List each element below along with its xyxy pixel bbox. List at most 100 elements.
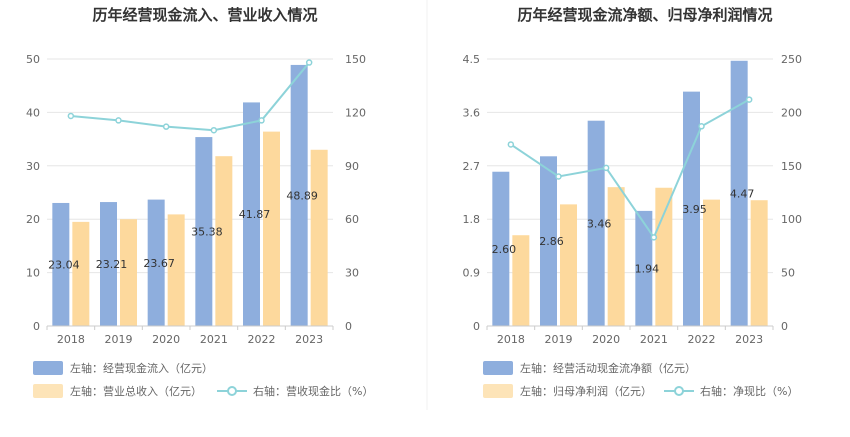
y-right-tick-label: 150 xyxy=(345,53,366,66)
y-left-tick-label: 30 xyxy=(26,160,40,173)
grid-lines xyxy=(47,58,333,274)
x-tick-label: 2018 xyxy=(57,333,85,346)
bar-primary xyxy=(683,91,700,326)
bar-value-label: 23.67 xyxy=(143,257,175,270)
ratio-point xyxy=(745,96,753,103)
bar-secondary xyxy=(167,214,185,326)
ratio-point xyxy=(602,164,610,172)
x-axis: 2018 2019 2020 2021 2022 2023 xyxy=(486,325,774,346)
bar-primary xyxy=(147,199,165,326)
bar-value-label: 35.38 xyxy=(191,226,223,239)
bar-secondary xyxy=(560,204,577,326)
y-left-tick-label: 50 xyxy=(26,53,40,66)
bar-value-label: 41.87 xyxy=(239,208,271,221)
y-axis-right: 0 50 100 150 200 250 xyxy=(781,53,802,333)
bar-secondary xyxy=(215,156,233,326)
legend-marker-ratio xyxy=(674,386,684,396)
x-tick-label: 2023 xyxy=(735,333,763,346)
y-left-tick-label: 1.8 xyxy=(463,213,481,226)
ratio-point xyxy=(258,117,265,124)
y-axis-right: 0 30 60 90 120 150 xyxy=(345,53,366,333)
chart-title: 历年经营现金流净额、归母净利润情况 xyxy=(517,6,772,24)
x-tick-label: 2020 xyxy=(592,333,620,346)
y-left-tick-label: 2.7 xyxy=(463,160,481,173)
bar-value-label: 23.21 xyxy=(96,258,128,271)
bar-secondary xyxy=(750,200,768,326)
bar-value-label: 4.47 xyxy=(730,187,755,200)
y-left-tick-label: 40 xyxy=(26,106,40,119)
legend-label-ratio: 右轴：净现比（%） xyxy=(700,384,798,398)
y-left-tick-label: 10 xyxy=(26,267,40,280)
x-axis: 2018 2019 2020 2021 2022 2023 xyxy=(46,325,334,346)
y-right-tick-label: 0 xyxy=(345,320,352,333)
y-axis-left: 0 0.9 1.8 2.7 3.6 4.5 xyxy=(463,53,481,333)
y-left-tick-label: 0 xyxy=(33,320,40,333)
y-right-tick-label: 50 xyxy=(781,267,795,280)
y-left-tick-label: 0.9 xyxy=(463,267,481,280)
legend-label-cash-inflow: 左轴：经营现金流入（亿元） xyxy=(70,361,213,375)
y-right-tick-label: 30 xyxy=(345,267,359,280)
ratio-point xyxy=(162,123,170,130)
bar-primary xyxy=(492,171,510,326)
x-tick-label: 2022 xyxy=(688,333,716,346)
bar-primary xyxy=(290,64,308,326)
ratio-point xyxy=(115,117,122,124)
bar-value-label: 48.89 xyxy=(286,189,318,202)
y-right-tick-label: 150 xyxy=(781,160,802,173)
legend-label-ratio: 右轴：营收现金比（%） xyxy=(253,384,373,398)
ratio-point xyxy=(698,123,705,130)
ratio-point xyxy=(210,126,218,134)
plot-marks: 23.04 23.21 23.67 35.38 41.87 48.89 xyxy=(48,59,328,326)
chart-cash-inflow-revenue: 历年经营现金流入、营业收入情况 0 10 20 30 40 50 0 30 60 90 120 15… xyxy=(26,6,373,398)
x-tick-label: 2021 xyxy=(640,333,668,346)
bar-primary xyxy=(635,210,653,326)
bar-secondary xyxy=(655,187,673,326)
x-tick-label: 2020 xyxy=(152,333,180,346)
legend-swatch-net-cash xyxy=(483,361,513,375)
y-right-tick-label: 250 xyxy=(781,53,802,66)
y-left-tick-label: 3.6 xyxy=(463,106,481,119)
bar-value-label: 2.60 xyxy=(492,243,517,256)
legend-label-revenue: 左轴：营业总收入（亿元） xyxy=(70,384,202,398)
x-tick-label: 2022 xyxy=(248,333,276,346)
legend-swatch-cash-inflow xyxy=(33,361,63,375)
bar-secondary xyxy=(703,199,720,326)
legend-marker-ratio xyxy=(227,386,237,396)
x-tick-label: 2018 xyxy=(497,333,525,346)
x-tick-label: 2021 xyxy=(200,333,228,346)
bar-secondary xyxy=(72,221,90,326)
ratio-point xyxy=(67,112,75,120)
ratio-point xyxy=(305,59,313,66)
plot-marks: 2.60 2.86 3.46 1.94 3.95 4.47 xyxy=(492,60,768,326)
bar-primary xyxy=(730,60,748,326)
y-left-tick-label: 20 xyxy=(26,213,40,226)
bar-secondary xyxy=(263,131,280,326)
y-right-tick-label: 200 xyxy=(781,106,802,119)
ratio-point xyxy=(650,234,658,241)
bar-primary xyxy=(195,137,213,326)
chart-net-cash-profit: 历年经营现金流净额、归母净利润情况 0 0.9 1.8 2.7 3.6 4.5 0 50 10… xyxy=(463,6,802,398)
bar-secondary xyxy=(310,149,328,326)
y-axis-left: 0 10 20 30 40 50 xyxy=(26,53,40,333)
bar-value-label: 3.95 xyxy=(682,203,707,216)
y-right-tick-label: 90 xyxy=(345,160,359,173)
bar-primary xyxy=(52,202,70,326)
bar-primary xyxy=(100,202,117,326)
grid-lines xyxy=(487,58,773,274)
y-right-tick-label: 60 xyxy=(345,213,359,226)
ratio-point xyxy=(507,141,515,148)
legend-swatch-net-profit xyxy=(483,384,513,398)
ratio-line xyxy=(70,61,310,132)
x-tick-label: 2019 xyxy=(545,333,573,346)
legend: 左轴：经营现金流入（亿元） 左轴：营业总收入（亿元） 右轴：营收现金比（%） xyxy=(33,361,373,398)
bar-secondary xyxy=(607,187,625,326)
y-left-tick-label: 4.5 xyxy=(463,53,481,66)
x-tick-label: 2023 xyxy=(295,333,323,346)
bar-value-label: 3.46 xyxy=(587,217,612,230)
bar-value-label: 1.94 xyxy=(635,262,660,275)
y-right-tick-label: 0 xyxy=(781,320,788,333)
legend: 左轴：经营活动现金流净额（亿元） 左轴：归母净利润（亿元） 右轴：净现比（%） xyxy=(483,361,798,398)
ratio-point xyxy=(555,173,562,180)
